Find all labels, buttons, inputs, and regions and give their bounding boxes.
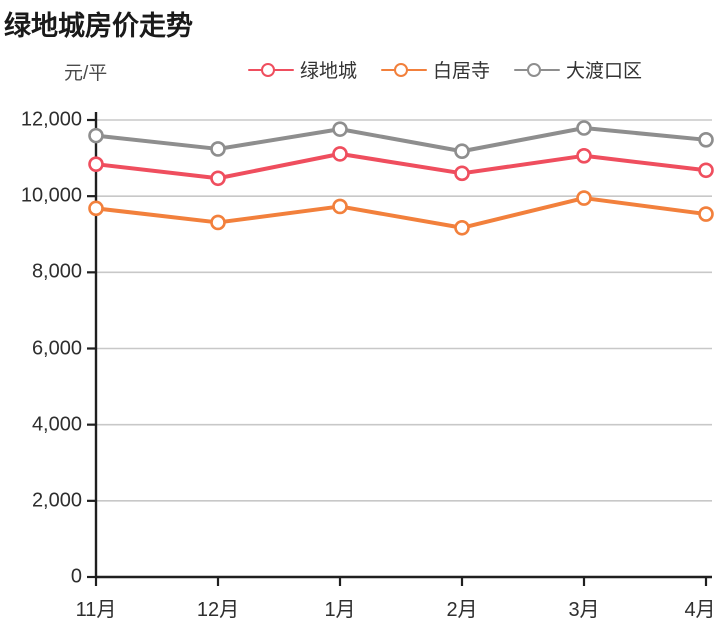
data-point-大渡口区-3月[interactable] [576, 120, 592, 136]
x-axis-tick-label-5: 4月 [684, 599, 716, 621]
series-line-绿地城 [94, 151, 708, 181]
chart-title: 绿地城房价走势 [4, 11, 193, 41]
legend-marker-icon-0 [248, 60, 294, 80]
data-point-绿地城-2月[interactable] [454, 165, 470, 182]
x-axis-tick-label-2: 1月 [324, 599, 356, 621]
data-point-白居寺-1月[interactable] [332, 198, 348, 215]
legend-label-1: 白居寺 [433, 61, 491, 82]
y-axis-tick-label-3: 6,000 [31, 337, 82, 359]
legend-circle-icon-1 [394, 62, 409, 77]
data-point-绿地城-12月[interactable] [210, 170, 226, 187]
data-point-绿地城-1月[interactable] [332, 146, 348, 162]
legend-item-series-2[interactable]: 大渡口区 [514, 56, 642, 83]
x-axis-tick-label-0: 11月 [75, 599, 117, 621]
data-point-大渡口区-2月[interactable] [454, 143, 470, 160]
legend-item-series-0[interactable]: 绿地城 [248, 56, 357, 83]
data-point-大渡口区-1月[interactable] [332, 121, 348, 137]
series-line-白居寺 [94, 196, 708, 230]
data-point-白居寺-2月[interactable] [454, 219, 470, 236]
x-axis-tick-label-3: 2月 [446, 599, 478, 621]
data-point-白居寺-4月[interactable] [698, 206, 714, 222]
y-axis-unit-label: 元/平 [64, 63, 108, 84]
legend-label-2: 大渡口区 [566, 61, 643, 82]
series-line-大渡口区 [94, 125, 708, 154]
legend-marker-icon-1 [381, 60, 428, 80]
x-axis-tick-label-1: 12月 [196, 599, 240, 621]
chart-legend: 绿地城 白居寺 大渡口区 [248, 56, 642, 83]
data-point-大渡口区-11月[interactable] [88, 127, 104, 144]
data-point-绿地城-4月[interactable] [698, 162, 714, 179]
y-axis-tick-label-0: 0 [70, 565, 82, 588]
y-axis-tick-label-5: 10,000 [20, 184, 82, 207]
data-point-白居寺-12月[interactable] [210, 214, 226, 231]
data-point-白居寺-11月[interactable] [88, 200, 104, 217]
x-axis-tick-label-4: 3月 [568, 599, 600, 621]
y-axis-tick-label-6: 12,000 [20, 108, 82, 131]
y-axis-tick-label-2: 4,000 [31, 413, 82, 436]
y-axis-tick-label-4: 8,000 [31, 260, 82, 283]
data-point-绿地城-11月[interactable] [88, 156, 104, 172]
data-point-大渡口区-12月[interactable] [210, 141, 226, 157]
data-point-白居寺-3月[interactable] [576, 190, 592, 206]
legend-item-series-1[interactable]: 白居寺 [381, 56, 490, 83]
y-axis-tick-label-1: 2,000 [31, 489, 82, 512]
data-point-大渡口区-4月[interactable] [698, 132, 714, 148]
legend-circle-icon-0 [261, 62, 275, 77]
legend-marker-icon-2 [514, 60, 561, 80]
legend-label-0: 绿地城 [300, 61, 358, 82]
legend-circle-icon-2 [527, 62, 542, 77]
data-point-绿地城-3月[interactable] [576, 147, 592, 164]
